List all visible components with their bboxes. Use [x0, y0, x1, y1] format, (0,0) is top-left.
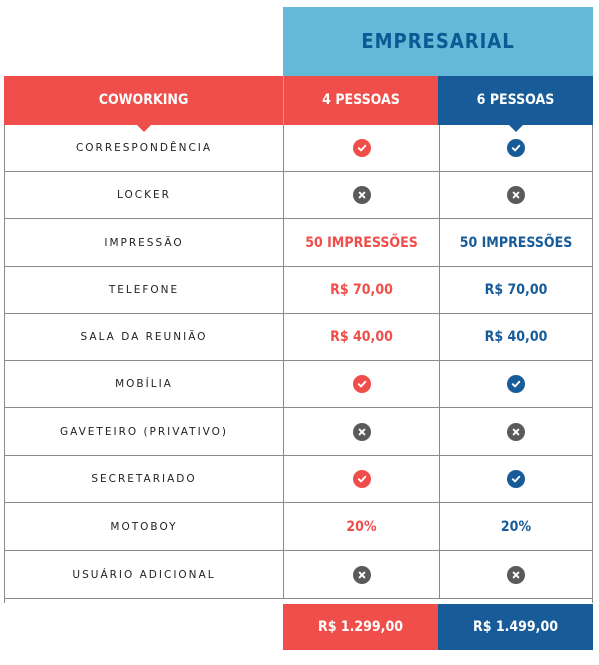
feature-cell: MOBÍLIA [5, 361, 283, 407]
table-row: TELEFONE R$ 70,00 R$ 70,00 [5, 267, 592, 314]
value-cell-4-pessoas [283, 361, 439, 407]
value-text: R$ 70,00 [330, 282, 393, 298]
value-cell-4-pessoas [283, 456, 439, 502]
value-cell-4-pessoas [283, 172, 439, 218]
price-4-pessoas[interactable]: R$ 1.299,00 [283, 604, 438, 650]
value-text: 50 IMPRESSÕES [305, 234, 418, 251]
table-row: SALA DA REUNIÃO R$ 40,00 R$ 40,00 [5, 314, 592, 361]
plan-4-pessoas-label: 4 PESSOAS [322, 92, 400, 108]
feature-label: LOCKER [117, 189, 171, 201]
feature-label: TELEFONE [108, 284, 180, 296]
value-cell-6-pessoas [439, 408, 592, 455]
value-cell-4-pessoas: 50 IMPRESSÕES [283, 219, 439, 266]
price-6-pessoas-value: R$ 1.499,00 [473, 619, 558, 635]
value-cell-4-pessoas [283, 125, 439, 171]
table-row: GAVETEIRO (PRIVATIVO) [5, 408, 592, 456]
feature-label: SECRETARIADO [91, 473, 197, 485]
value-text: R$ 70,00 [484, 282, 548, 298]
feature-label: USUÁRIO ADICIONAL [72, 568, 216, 581]
x-icon [352, 186, 371, 204]
price-6-pessoas[interactable]: R$ 1.499,00 [438, 604, 593, 650]
feature-cell: SALA DA REUNIÃO [5, 314, 283, 360]
empresarial-title: EMPRESARIAL [361, 29, 515, 53]
coworking-label: COWORKING [98, 92, 189, 108]
x-icon [507, 422, 525, 441]
value-cell-4-pessoas [283, 551, 439, 598]
x-icon [507, 565, 525, 584]
feature-label: GAVETEIRO (PRIVATIVO) [59, 425, 229, 438]
table-row: SECRETARIADO [5, 456, 592, 503]
value-text: R$ 40,00 [484, 329, 548, 345]
table-row: CORRESPONDÊNCIA [5, 125, 592, 172]
check-icon [352, 375, 371, 393]
feature-label: MOBÍLIA [115, 378, 173, 390]
value-cell-6-pessoas [439, 172, 592, 218]
check-icon [352, 470, 371, 488]
value-cell-6-pessoas [439, 125, 592, 171]
coworking-header: COWORKING [4, 76, 283, 132]
feature-cell: MOTOBOY [5, 503, 283, 550]
empresarial-header: EMPRESARIAL [283, 7, 593, 76]
table-row: LOCKER [5, 172, 592, 219]
value-cell-6-pessoas [439, 551, 592, 598]
table-row: USUÁRIO ADICIONAL [5, 551, 592, 599]
feature-cell: CORRESPONDÊNCIA [5, 125, 283, 171]
value-cell-6-pessoas: 50 IMPRESSÕES [439, 219, 592, 266]
value-text: 20% [346, 518, 377, 535]
value-cell-6-pessoas: R$ 40,00 [439, 314, 592, 360]
feature-cell: USUÁRIO ADICIONAL [5, 551, 283, 598]
coworking-pointer [135, 124, 152, 132]
check-icon [507, 375, 525, 393]
table-row: MOBÍLIA [5, 361, 592, 408]
plan-6-pessoas-label: 6 PESSOAS [476, 92, 555, 108]
plan-4-pessoas-header[interactable]: 4 PESSOAS [283, 76, 438, 125]
check-icon [352, 139, 371, 157]
feature-label: CORRESPONDÊNCIA [75, 142, 213, 154]
feature-cell: GAVETEIRO (PRIVATIVO) [5, 408, 283, 455]
check-icon [507, 470, 525, 488]
value-cell-6-pessoas [439, 361, 592, 407]
feature-label: MOTOBOY [110, 520, 178, 533]
plan-6-pessoas-header[interactable]: 6 PESSOAS [438, 76, 593, 132]
feature-label: SALA DA REUNIÃO [80, 331, 208, 343]
table-row: IMPRESSÃO 50 IMPRESSÕES 50 IMPRESSÕES [5, 219, 592, 267]
value-text: 20% [500, 518, 532, 535]
table-row: MOTOBOY 20% 20% [5, 503, 592, 551]
check-icon [507, 139, 525, 157]
feature-cell: IMPRESSÃO [5, 219, 283, 266]
feature-label: IMPRESSÃO [104, 236, 184, 249]
x-icon [352, 422, 371, 441]
value-cell-4-pessoas: R$ 40,00 [283, 314, 439, 360]
feature-cell: LOCKER [5, 172, 283, 218]
price-4-pessoas-value: R$ 1.299,00 [318, 619, 403, 635]
value-cell-4-pessoas: R$ 70,00 [283, 267, 439, 313]
value-cell-6-pessoas: R$ 70,00 [439, 267, 592, 313]
feature-cell: SECRETARIADO [5, 456, 283, 502]
x-icon [507, 186, 525, 204]
x-icon [352, 565, 371, 584]
value-cell-6-pessoas: 20% [439, 503, 592, 550]
comparison-table: CORRESPONDÊNCIA LOCKER IMPRESSÃO 50 IMPRESS… [4, 125, 593, 603]
feature-cell: TELEFONE [5, 267, 283, 313]
value-cell-6-pessoas [439, 456, 592, 502]
plan-6-pessoas-pointer [507, 124, 524, 132]
value-cell-4-pessoas [283, 408, 439, 455]
value-text: R$ 40,00 [330, 329, 393, 345]
value-text: 50 IMPRESSÕES [459, 234, 573, 251]
value-cell-4-pessoas: 20% [283, 503, 439, 550]
